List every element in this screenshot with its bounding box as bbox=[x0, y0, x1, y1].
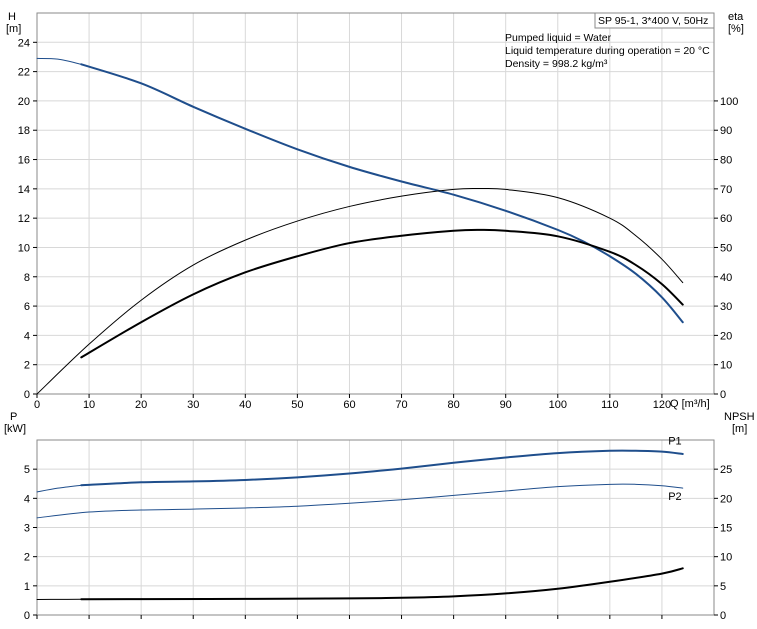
x-tick-label: 110 bbox=[601, 399, 619, 411]
bottom-plot-ticks: 0 1 2 3 4 5 0 5 10 15 20 25 bbox=[24, 464, 732, 622]
bottom-plot-grid bbox=[37, 440, 714, 615]
top-right-axis-label-line2: [%] bbox=[728, 23, 744, 35]
x-tick-label: 120 bbox=[653, 399, 671, 411]
right-y-tick-label: 60 bbox=[720, 213, 732, 225]
annotation-liquid-temperature: Liquid temperature during operation = 20… bbox=[505, 45, 710, 57]
x-tick-label: 40 bbox=[239, 399, 251, 411]
left-y-tick-label: 22 bbox=[18, 67, 30, 79]
x-tick-label: 100 bbox=[549, 399, 567, 411]
x-axis-label: Q [m³/h] bbox=[670, 398, 710, 410]
bottom-left-y-tick-label: 4 bbox=[24, 493, 30, 505]
bottom-plot-series bbox=[36, 449, 684, 601]
top-right-axis-label-line1: eta bbox=[728, 11, 744, 23]
series-label-p2: P2 bbox=[668, 491, 681, 503]
bottom-left-y-tick-label: 2 bbox=[24, 552, 30, 564]
top-eta-thick-curve bbox=[80, 228, 684, 359]
x-tick-label: 80 bbox=[447, 399, 459, 411]
left-y-tick-label: 10 bbox=[18, 242, 30, 254]
series-label-p1: P1 bbox=[668, 435, 681, 447]
x-tick-label: 90 bbox=[500, 399, 512, 411]
annotation-density: Density = 998.2 kg/m³ bbox=[505, 58, 608, 70]
bottom-npsh-curve bbox=[80, 567, 684, 601]
bottom-right-axis-label-line1: NPSH bbox=[724, 411, 755, 423]
top-left-axis-label-line2: [m] bbox=[6, 23, 21, 35]
right-y-tick-label: 90 bbox=[720, 125, 732, 137]
chart-title-box bbox=[594, 12, 715, 29]
right-y-tick-label: 70 bbox=[720, 184, 732, 196]
left-y-tick-label: 20 bbox=[18, 96, 30, 108]
left-y-tick-label: 2 bbox=[24, 360, 30, 372]
bottom-left-y-tick-label: 1 bbox=[24, 581, 30, 593]
top-plot-grid bbox=[37, 13, 714, 394]
x-tick-label: 30 bbox=[187, 399, 199, 411]
left-y-tick-label: 18 bbox=[18, 125, 30, 137]
bottom-right-y-tick-label: 15 bbox=[720, 523, 732, 535]
bottom-left-axis-label-line1: P bbox=[10, 411, 17, 423]
right-y-tick-label: 80 bbox=[720, 155, 732, 167]
top-plot-ticks: 0 10 20 30 40 50 60 70 80 90 100 110 120024681012141… bbox=[18, 37, 739, 411]
right-y-tick-label: 30 bbox=[720, 301, 732, 313]
left-y-tick-label: 24 bbox=[18, 37, 30, 49]
bottom-right-y-tick-label: 20 bbox=[720, 493, 732, 505]
bottom-p1-ext-curve bbox=[36, 484, 82, 493]
bottom-right-y-tick-label: 0 bbox=[720, 610, 726, 622]
bottom-right-y-tick-label: 25 bbox=[720, 464, 732, 476]
x-tick-label: 20 bbox=[135, 399, 147, 411]
left-y-tick-label: 6 bbox=[24, 301, 30, 313]
left-y-tick-label: 4 bbox=[24, 330, 30, 342]
x-tick-label: 60 bbox=[343, 399, 355, 411]
top-h-curve bbox=[80, 63, 684, 324]
top-eta-thin-curve bbox=[36, 187, 684, 395]
top-plot-series bbox=[36, 57, 684, 395]
left-y-tick-label: 0 bbox=[24, 389, 30, 401]
top-left-axis-label-line1: H bbox=[8, 11, 16, 23]
right-y-tick-label: 10 bbox=[720, 360, 732, 372]
bottom-left-y-tick-label: 5 bbox=[24, 464, 30, 476]
right-y-tick-label: 0 bbox=[720, 389, 726, 401]
left-y-tick-label: 16 bbox=[18, 155, 30, 167]
bottom-right-y-tick-label: 5 bbox=[720, 581, 726, 593]
chart-title: SP 95-1, 3*400 V, 50Hz bbox=[598, 15, 708, 27]
x-tick-label: 50 bbox=[291, 399, 303, 411]
left-y-tick-label: 12 bbox=[18, 213, 30, 225]
x-tick-label: 10 bbox=[83, 399, 95, 411]
right-y-tick-label: 40 bbox=[720, 272, 732, 284]
bottom-left-y-tick-label: 3 bbox=[24, 523, 30, 535]
right-y-tick-label: 100 bbox=[720, 96, 738, 108]
bottom-right-y-tick-label: 10 bbox=[720, 552, 732, 564]
x-tick-label: 0 bbox=[34, 399, 40, 411]
top-plot-frame bbox=[36, 12, 715, 395]
series-labels: P1 P2 bbox=[668, 435, 681, 502]
left-y-tick-label: 14 bbox=[18, 184, 30, 196]
bottom-left-y-tick-label: 0 bbox=[24, 610, 30, 622]
annotation-pumped-liquid: Pumped liquid = Water bbox=[505, 32, 612, 44]
bottom-right-axis-label-line2: [m] bbox=[732, 423, 747, 435]
right-y-tick-label: 50 bbox=[720, 242, 732, 254]
bottom-p2-curve bbox=[36, 483, 684, 519]
bottom-p1-curve bbox=[80, 449, 684, 487]
top-h-ext-curve bbox=[36, 57, 82, 65]
x-tick-label: 70 bbox=[395, 399, 407, 411]
right-y-tick-label: 20 bbox=[720, 330, 732, 342]
bottom-left-axis-label-line2: [kW] bbox=[4, 423, 26, 435]
left-y-tick-label: 8 bbox=[24, 272, 30, 284]
